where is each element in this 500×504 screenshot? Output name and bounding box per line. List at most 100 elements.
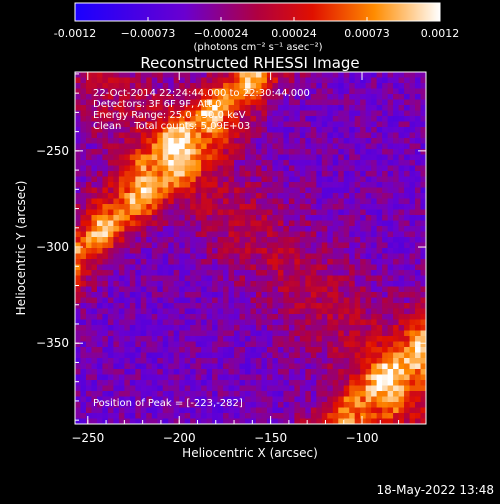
heatmap-cell (382, 418, 389, 424)
heatmap-cell (124, 308, 131, 315)
heatmap-cell (85, 352, 92, 359)
heatmap-cell (113, 363, 120, 370)
heatmap-cell (294, 88, 301, 95)
heatmap-cell (349, 88, 356, 95)
heatmap-cell (146, 154, 153, 161)
heatmap-cell (404, 204, 410, 210)
heatmap-cell (332, 286, 339, 293)
heatmap-cell (376, 187, 383, 194)
heatmap-cell (217, 402, 224, 408)
heatmap-cell (420, 132, 426, 139)
heatmap-cell (91, 330, 98, 337)
heatmap-cell (217, 374, 224, 381)
heatmap-cell (294, 352, 301, 359)
heatmap-cell (201, 149, 208, 155)
heatmap-cell (223, 231, 229, 238)
heatmap-cell (415, 204, 421, 210)
heatmap-cell (107, 308, 114, 315)
heatmap-cell (157, 292, 164, 298)
heatmap-cell (387, 297, 394, 304)
heatmap-cell (228, 286, 235, 293)
heatmap-cell (206, 286, 213, 293)
heatmap-cell (354, 176, 361, 183)
heatmap-cell (261, 264, 268, 271)
heatmap-cell (420, 77, 426, 84)
heatmap-cell (255, 237, 262, 243)
heatmap-cell (85, 281, 92, 287)
heatmap-cell (398, 286, 405, 293)
heatmap-cell (151, 319, 158, 326)
heatmap-cell (288, 413, 295, 419)
heatmap-cell (140, 198, 147, 205)
heatmap-cell (261, 105, 268, 111)
heatmap-cell (310, 99, 317, 106)
heatmap-cell (91, 292, 98, 298)
heatmap-cell (129, 380, 136, 386)
heatmap-cell (80, 314, 87, 320)
heatmap-cell (113, 116, 120, 122)
heatmap-cell (85, 154, 92, 161)
heatmap-cell (327, 171, 334, 177)
heatmap-cell (266, 352, 273, 359)
heatmap-cell (354, 275, 361, 282)
heatmap-cell (255, 121, 262, 128)
heatmap-cell (327, 347, 334, 353)
heatmap-cell (387, 314, 394, 320)
y-tick-label: −350 (36, 336, 69, 350)
heatmap-cell (382, 413, 389, 419)
heatmap-cell (305, 402, 312, 408)
heatmap-cell (283, 264, 290, 271)
heatmap-cell (91, 143, 98, 150)
heatmap-cell (157, 275, 164, 282)
heatmap-cell (140, 369, 147, 375)
heatmap-cell (393, 215, 399, 221)
heatmap-cell (162, 363, 169, 370)
heatmap-cell (212, 330, 218, 337)
heatmap-cell (228, 341, 235, 348)
heatmap-cell (190, 352, 197, 359)
heatmap-cell (80, 215, 87, 221)
heatmap-cell (140, 418, 147, 424)
heatmap-cell (387, 325, 394, 331)
heatmap-cell (195, 402, 202, 408)
heatmap-cell (151, 391, 158, 397)
heatmap-cell (223, 418, 229, 424)
heatmap-cell (75, 297, 81, 304)
heatmap-cell (294, 275, 301, 282)
heatmap-cell (332, 154, 339, 161)
heatmap-cell (190, 226, 197, 232)
heatmap-cell (190, 231, 197, 238)
heatmap-cell (261, 352, 268, 359)
heatmap-cell (135, 198, 142, 205)
heatmap-cell (398, 215, 405, 221)
heatmap-cell (162, 281, 169, 287)
heatmap-cell (184, 176, 191, 183)
heatmap-cell (272, 88, 279, 95)
heatmap-cell (162, 380, 169, 386)
heatmap-cell (201, 226, 208, 232)
heatmap-cell (415, 105, 421, 111)
colorbar-tick-label: 0.0012 (421, 27, 460, 40)
heatmap-cell (173, 314, 180, 320)
heatmap-cell (277, 154, 284, 161)
heatmap-cell (168, 396, 175, 403)
heatmap-cell (113, 391, 120, 397)
heatmap-cell (157, 369, 164, 375)
y-axis-label: Heliocentric Y (arcsec) (14, 181, 28, 316)
heatmap-cell (294, 380, 301, 386)
heatmap-cell (217, 127, 224, 133)
heatmap-cell (382, 160, 389, 166)
heatmap-cell (168, 347, 175, 353)
heatmap-cell (338, 226, 345, 232)
heatmap-cell (316, 149, 323, 155)
heatmap-cell (201, 138, 208, 144)
heatmap-cell (294, 198, 301, 205)
heatmap-cell (223, 105, 229, 111)
heatmap-cell (223, 248, 229, 254)
heatmap-cell (129, 336, 136, 342)
heatmap-cell (129, 198, 136, 205)
heatmap-cell (294, 303, 301, 309)
heatmap-cell (277, 308, 284, 315)
heatmap-cell (321, 209, 328, 216)
heatmap-cell (206, 198, 213, 205)
